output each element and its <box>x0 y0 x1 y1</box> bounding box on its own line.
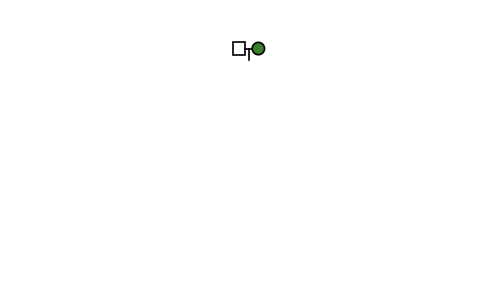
Circle shape <box>252 42 264 55</box>
Bar <box>233 42 245 55</box>
